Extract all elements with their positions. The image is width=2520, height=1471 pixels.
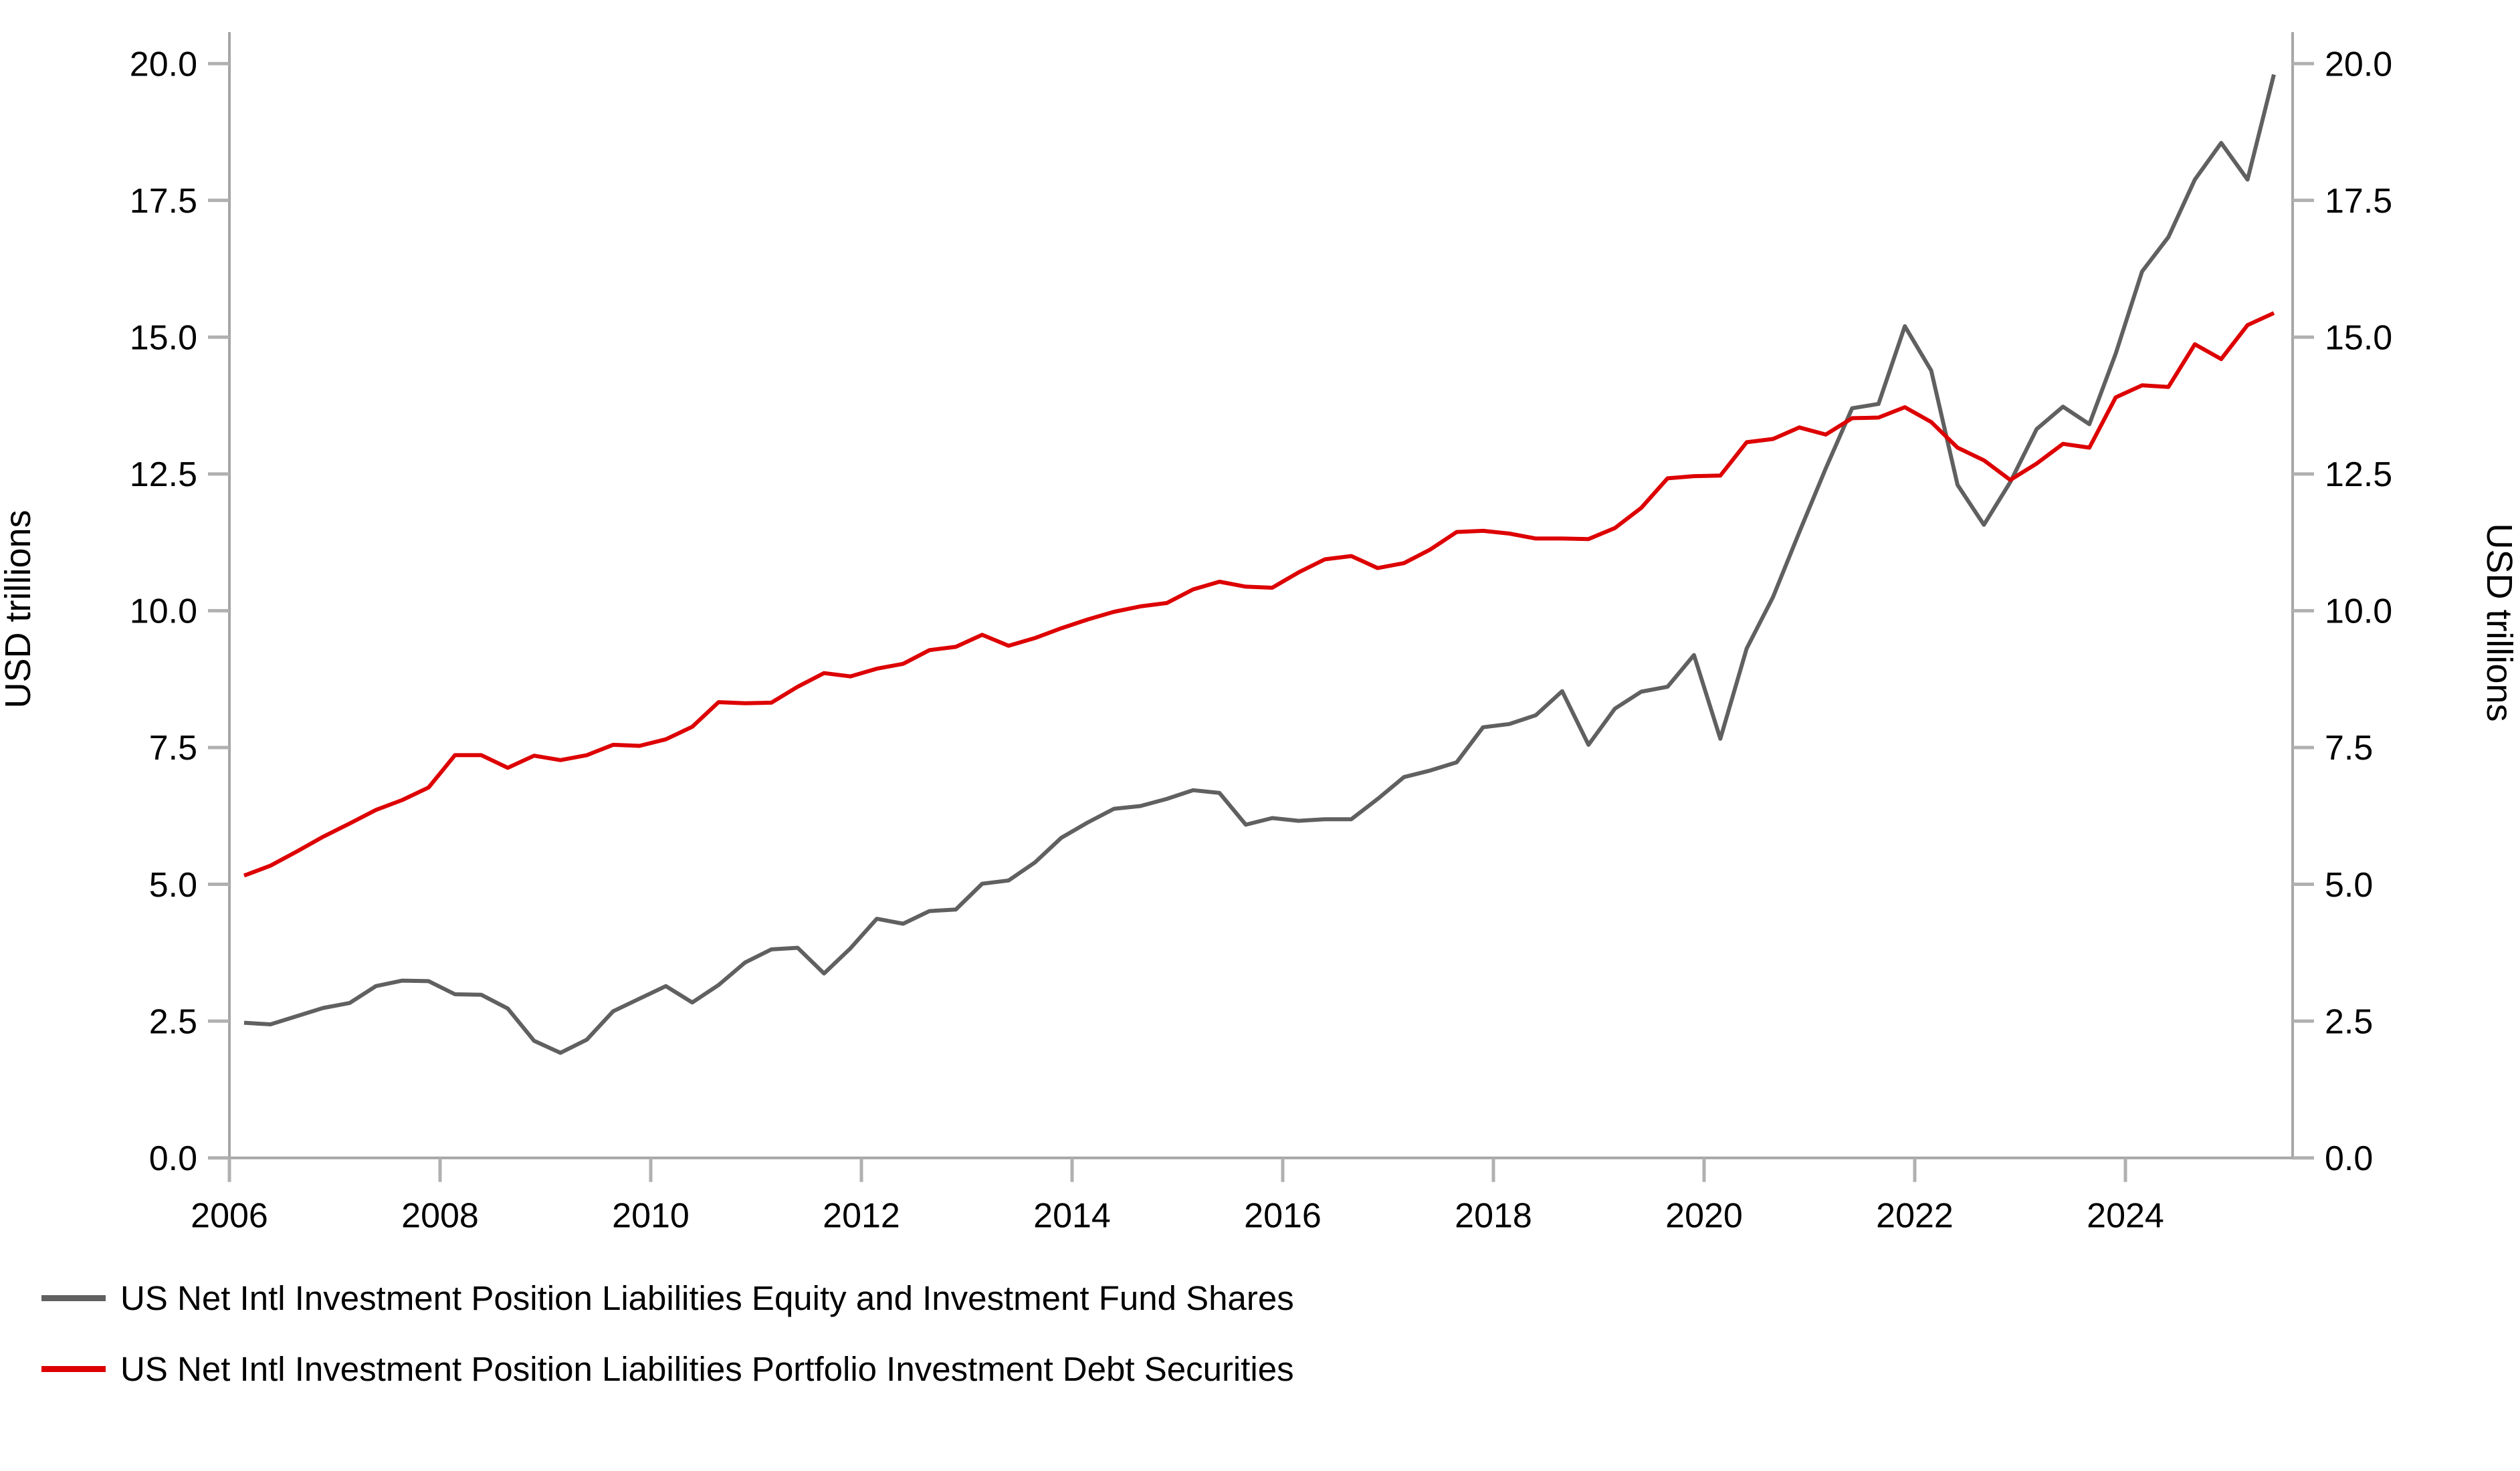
y-axis-tick-label-left: 10.0 — [130, 592, 197, 631]
y-axis-title-left: USD trillions — [0, 510, 38, 709]
legend-label-debt: US Net Intl Investment Position Liabilit… — [120, 1349, 1294, 1388]
legend-item-equity: US Net Intl Investment Position Liabilit… — [41, 1276, 1294, 1320]
legend: US Net Intl Investment Position Liabilit… — [41, 1276, 1294, 1391]
y-axis-tick-label-right: 17.5 — [2325, 182, 2392, 221]
legend-swatch-equity-line — [41, 1294, 106, 1301]
y-axis-tick-label-left: 2.5 — [149, 1002, 197, 1041]
y-axis-tick-label-left: 12.5 — [130, 455, 197, 494]
y-axis-tick-label-left: 17.5 — [130, 182, 197, 221]
y-axis-tick-label-right: 10.0 — [2325, 592, 2392, 631]
x-axis-tick-label: 2024 — [2087, 1197, 2164, 1236]
y-axis-tick-label-right: 12.5 — [2325, 455, 2392, 494]
y-axis-tick-label-right: 7.5 — [2325, 729, 2373, 768]
y-axis-tick-label-right: 2.5 — [2325, 1002, 2373, 1041]
y-axis-tick-label-left: 15.0 — [130, 318, 197, 357]
x-axis-tick-label: 2010 — [612, 1197, 690, 1236]
x-axis-tick-label: 2012 — [823, 1197, 900, 1236]
y-axis-tick-label-right: 0.0 — [2325, 1139, 2373, 1178]
legend-item-debt: US Net Intl Investment Position Liabilit… — [41, 1347, 1294, 1391]
x-axis-tick-label: 2022 — [1876, 1197, 1954, 1236]
y-axis-tick-label-left: 0.0 — [149, 1139, 197, 1178]
y-axis-tick-label-right: 15.0 — [2325, 318, 2392, 357]
legend-label-equity: US Net Intl Investment Position Liabilit… — [120, 1278, 1294, 1317]
series-line-equity — [243, 74, 2276, 1055]
x-axis-tick-label: 2014 — [1033, 1197, 1111, 1236]
y-axis-tick-label-left: 7.5 — [149, 729, 197, 768]
x-axis-tick-label: 2018 — [1455, 1197, 1532, 1236]
x-axis-tick-label: 2016 — [1244, 1197, 1322, 1236]
x-axis-tick-label: 2006 — [191, 1197, 268, 1236]
y-axis-tick-label-left: 5.0 — [149, 866, 197, 905]
x-axis-tick-label: 2008 — [401, 1197, 479, 1236]
series-line-debt — [243, 311, 2275, 878]
y-axis-tick-label-right: 20.0 — [2325, 45, 2392, 84]
y-axis-tick-label-left: 20.0 — [130, 45, 197, 84]
y-axis-title-right: USD trillions — [2479, 523, 2519, 722]
x-axis-tick-label: 2020 — [1665, 1197, 1743, 1236]
y-axis-tick-label-right: 5.0 — [2325, 866, 2373, 905]
legend-swatch-debt-line — [41, 1365, 106, 1372]
